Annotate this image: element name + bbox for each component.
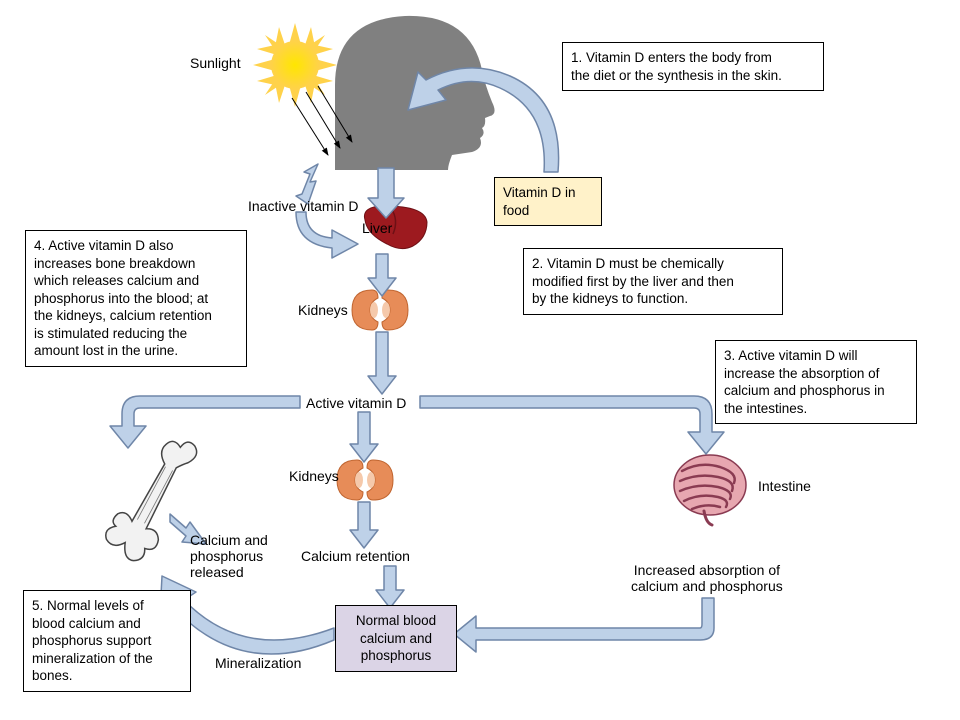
step2-box: 2. Vitamin D must be chemically modified… [523, 248, 783, 315]
kidneys-lower-icon [337, 460, 393, 500]
intestine-label: Intestine [758, 478, 811, 494]
step1-box: 1. Vitamin D enters the body from the di… [562, 42, 824, 91]
sun-rays [292, 86, 352, 155]
sun-icon [253, 23, 337, 107]
step3-box: 3. Active vitamin D will increase the ab… [715, 340, 917, 424]
step5-box: 5. Normal levels of blood calcium and ph… [23, 590, 191, 692]
calcium-retention-label: Calcium retention [301, 548, 410, 564]
normal-box: Normal blood calcium and phosphorus [335, 605, 457, 672]
active-label: Active vitamin D [306, 395, 406, 411]
liver-label: Liver [362, 220, 392, 236]
increased-absorption-label: Increased absorption of calcium and phos… [631, 562, 783, 594]
food-box: Vitamin D in food [494, 177, 602, 226]
kidneys-upper-label: Kidneys [298, 302, 348, 318]
silhouette-icon [335, 16, 495, 170]
kidneys-upper-icon [352, 290, 408, 330]
intestine-icon [674, 455, 746, 525]
mineralization-label: Mineralization [215, 655, 301, 671]
released-label: Calcium and phosphorus released [190, 532, 268, 580]
step4-box: 4. Active vitamin D also increases bone … [25, 230, 247, 367]
kidneys-lower-label: Kidneys [289, 468, 339, 484]
sunlight-label: Sunlight [190, 55, 241, 71]
inactive-label: Inactive vitamin D [248, 198, 358, 214]
